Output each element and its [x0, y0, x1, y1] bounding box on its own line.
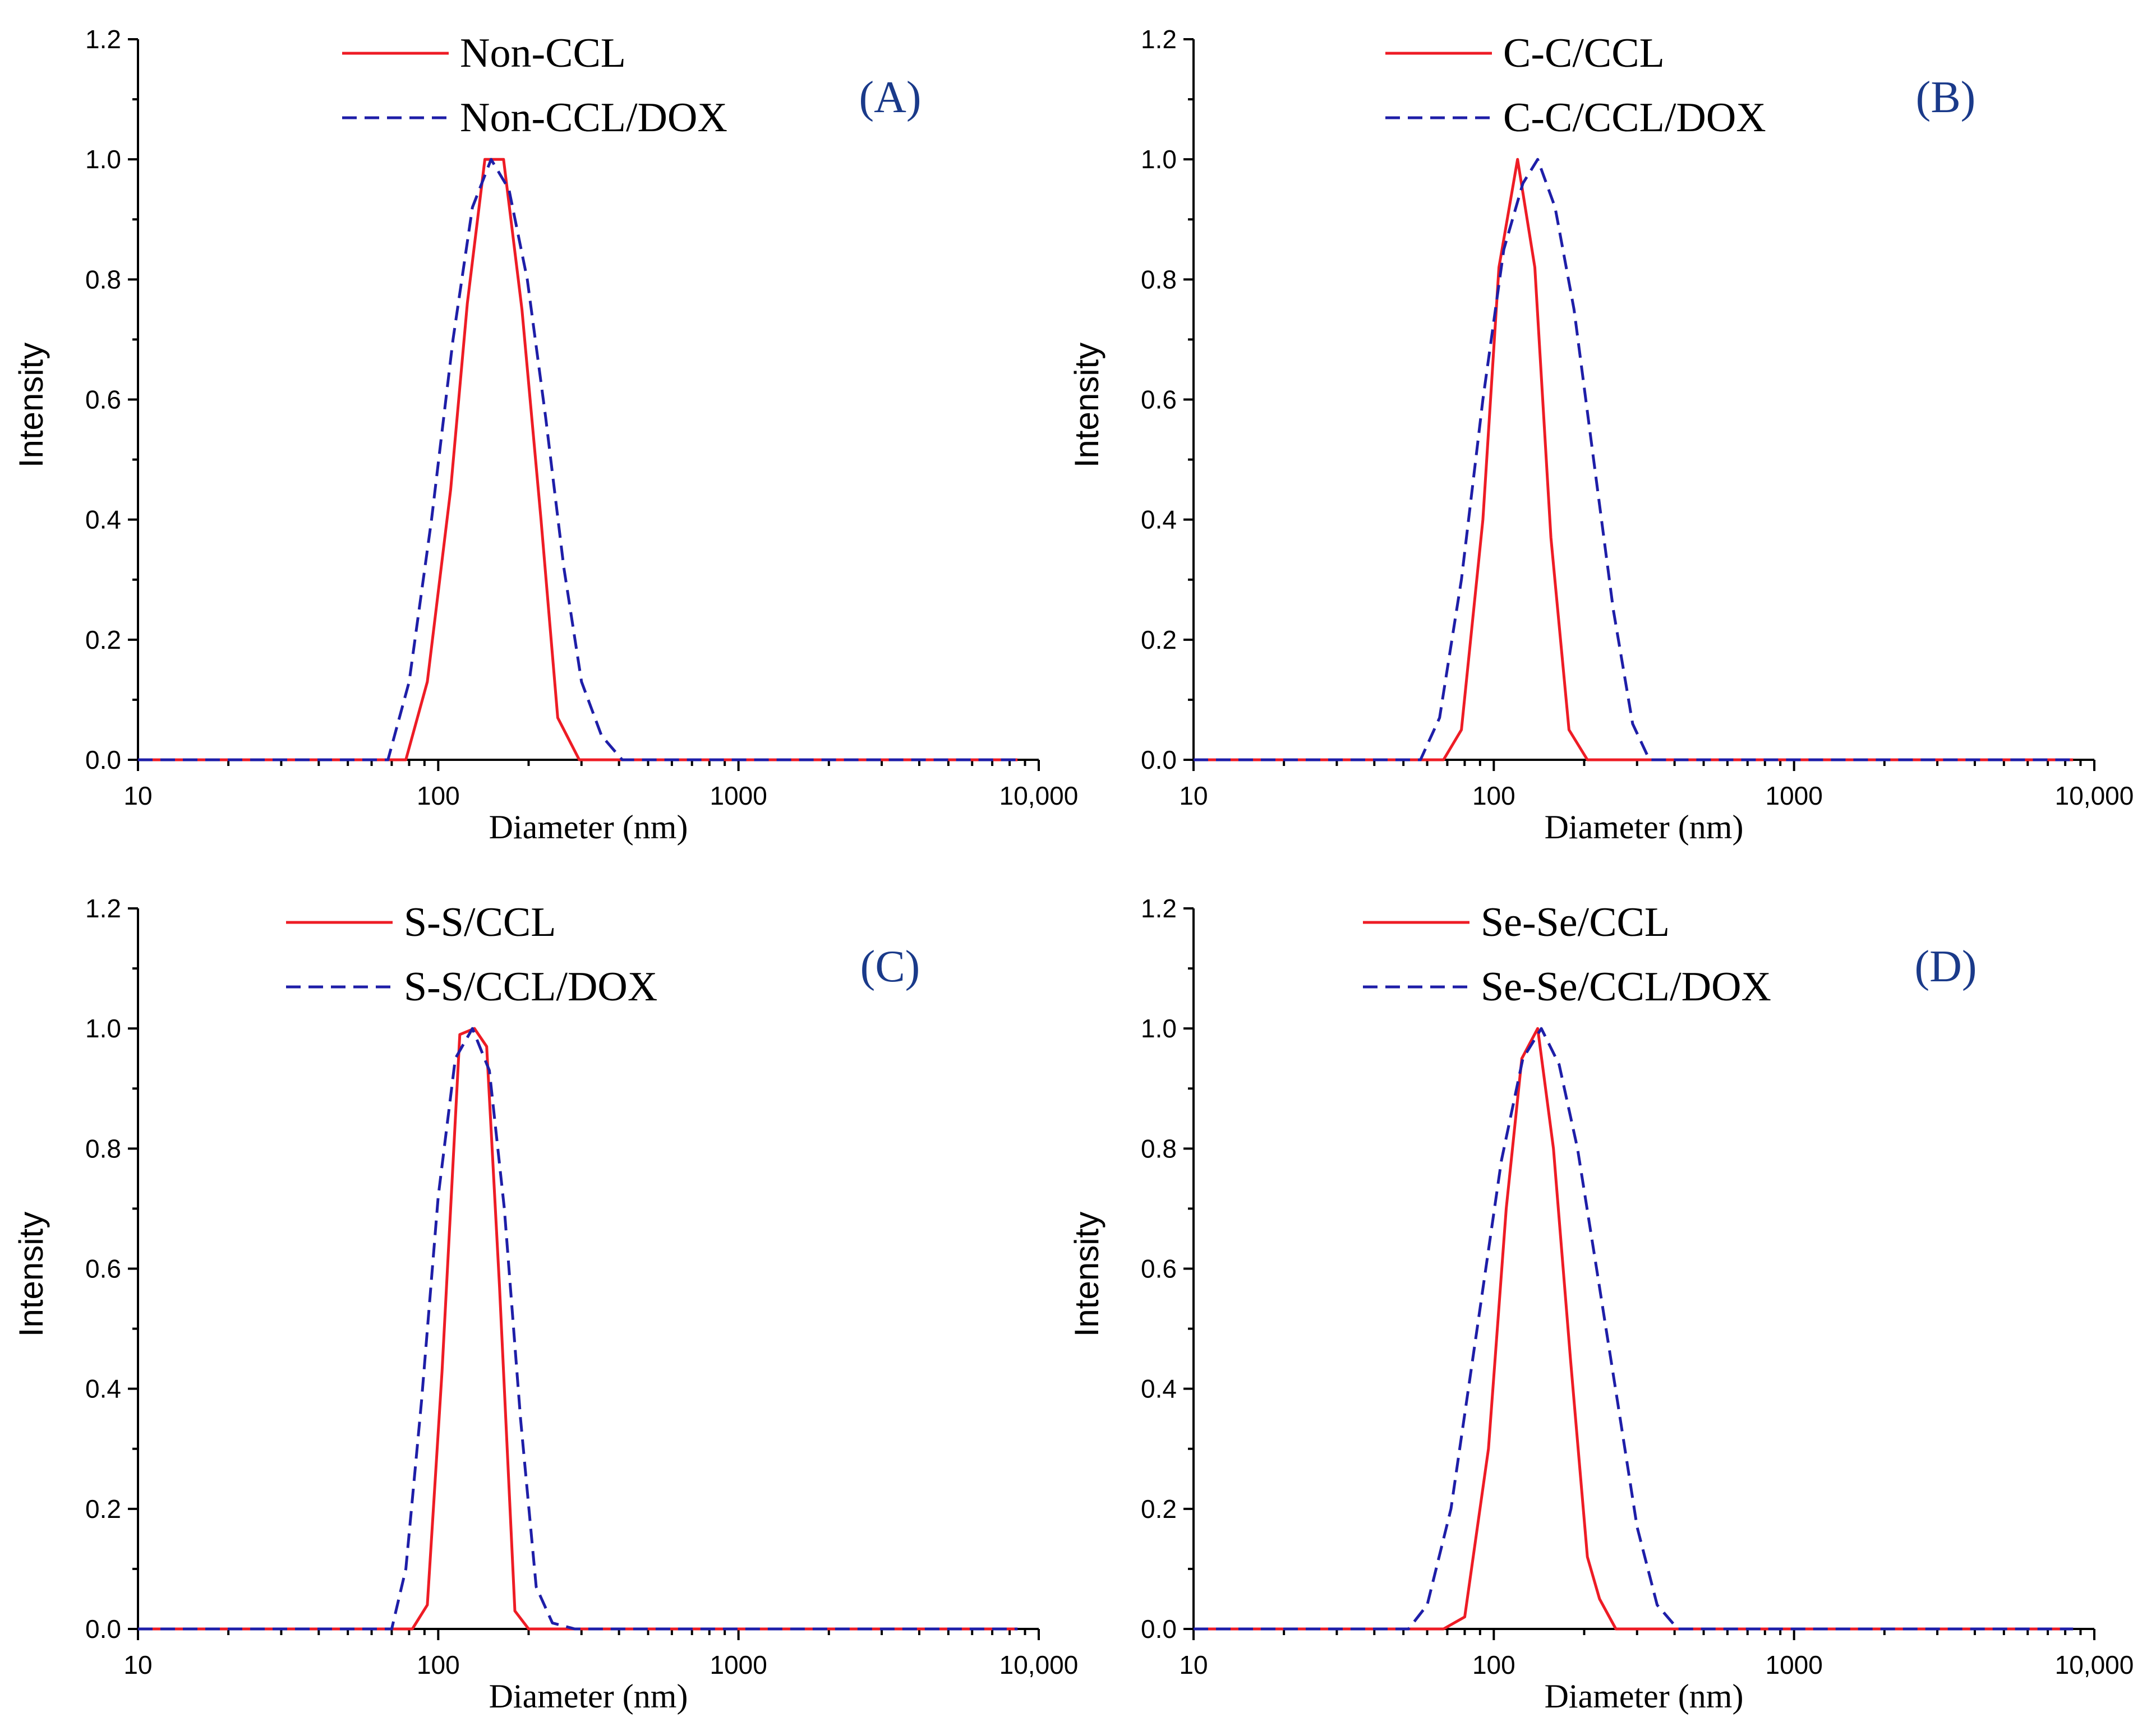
panel-d-y-tick-label: 0.4 — [1141, 1374, 1177, 1404]
panel-c-y-tick-label: 1.0 — [85, 1014, 121, 1043]
panel-a-tag: (A) — [859, 73, 921, 122]
panel-a-y-axis-title: Intensity — [12, 343, 50, 468]
panel-c-x-tick-label: 10 — [123, 1650, 152, 1679]
panel-d-legend-label: Se-Se/CCL — [1481, 899, 1670, 945]
panel-a-y-tick-label: 1.2 — [85, 25, 121, 54]
panel-a-y-tick-label: 1.0 — [85, 145, 121, 174]
panel-a-y-tick-label: 0.0 — [85, 745, 121, 774]
panel-b-x-tick-label: 10 — [1179, 781, 1208, 810]
panel-c-y-tick-label: 1.2 — [85, 894, 121, 923]
panel-b-y-tick-label: 1.2 — [1141, 25, 1177, 54]
panel-a-y-tick-label: 0.2 — [85, 625, 121, 654]
panel-d-y-tick-label: 1.2 — [1141, 894, 1177, 923]
panel-c-y-tick-label: 0.6 — [85, 1254, 121, 1284]
panel-a-x-tick-label: 10,000 — [999, 781, 1079, 810]
panel-c-y-axis-title: Intensity — [12, 1212, 50, 1337]
panel-a-x-tick-label: 100 — [417, 781, 460, 810]
panel-b-y-tick-label: 0.6 — [1141, 385, 1177, 414]
panel-b-tag: (B) — [1916, 73, 1976, 122]
panel-d-legend-label: Se-Se/CCL/DOX — [1481, 964, 1771, 1010]
panel-a: 0.0 0.2 0.4 0.6 0.8 1.0 1.2 10 100 1000 10,000 Diam… — [12, 25, 1078, 846]
panel-c-x-tick-label: 1000 — [710, 1650, 767, 1679]
panel-b-y-axis-title: Intensity — [1068, 343, 1105, 468]
panel-b: 0.0 0.2 0.4 0.6 0.8 1.0 1.2 10 100 1000 10,000 Diam… — [1068, 25, 2134, 846]
panel-b-x-tick-label: 100 — [1472, 781, 1515, 810]
panel-a-series-blank-line — [138, 158, 1018, 761]
panel-b-x-tick-label: 10,000 — [2055, 781, 2134, 810]
panel-b-series-blank-line — [1194, 158, 2074, 761]
panel-c-y-tick-label: 0.4 — [85, 1374, 121, 1404]
panel-c: 0.0 0.2 0.4 0.6 0.8 1.0 1.2 10 100 1000 10,000 Diam… — [12, 894, 1078, 1715]
panel-d-x-tick-label: 1000 — [1765, 1650, 1822, 1679]
panel-d-x-axis-title: Diameter (nm) — [1545, 1678, 1744, 1715]
panel-d-series-dox-line — [1194, 1027, 2074, 1631]
panel-d-y-axis-title: Intensity — [1068, 1212, 1105, 1337]
panel-c-y-tick-label: 0.2 — [85, 1494, 121, 1524]
panel-b-y-tick-label: 0.8 — [1141, 265, 1177, 294]
panel-b-y-tick-label: 0.4 — [1141, 505, 1177, 534]
panel-d-x-tick-label: 10,000 — [2055, 1650, 2134, 1679]
panel-a-y-tick-label: 0.6 — [85, 385, 121, 414]
panel-d-y-tick-label: 0.0 — [1141, 1614, 1177, 1644]
panel-c-legend-label: S-S/CCL — [404, 899, 556, 945]
panel-d-x-tick-label: 100 — [1472, 1650, 1515, 1679]
panel-b-x-axis-title: Diameter (nm) — [1545, 809, 1744, 846]
panel-d-y-tick-label: 0.2 — [1141, 1494, 1177, 1524]
panel-d-y-tick-label: 0.8 — [1141, 1134, 1177, 1163]
panel-c-y-tick-label: 0.0 — [85, 1614, 121, 1644]
panel-b-legend-label: C-C/CCL/DOX — [1503, 95, 1766, 141]
panel-a-x-axis-title: Diameter (nm) — [489, 809, 688, 846]
panel-d: 0.0 0.2 0.4 0.6 0.8 1.0 1.2 10 100 1000 10,000 Diam… — [1068, 894, 2134, 1715]
panel-b-y-tick-label: 0.0 — [1141, 745, 1177, 774]
panel-c-x-tick-label: 100 — [417, 1650, 460, 1679]
panel-c-y-tick-label: 0.8 — [85, 1134, 121, 1163]
panel-a-y-tick-label: 0.4 — [85, 505, 121, 534]
panel-b-series-dox-line — [1194, 158, 2074, 761]
panel-a-legend-label: Non-CCL — [460, 30, 626, 76]
panel-c-series-blank-line — [138, 1027, 1018, 1631]
panel-b-legend-label: C-C/CCL — [1503, 30, 1665, 76]
panel-a-legend-label: Non-CCL/DOX — [460, 95, 727, 141]
panel-c-x-tick-label: 10,000 — [999, 1650, 1079, 1679]
panel-d-y-tick-label: 1.0 — [1141, 1014, 1177, 1043]
panel-b-y-tick-label: 0.2 — [1141, 625, 1177, 654]
panel-d-y-tick-label: 0.6 — [1141, 1254, 1177, 1284]
panel-c-x-axis-title: Diameter (nm) — [489, 1678, 688, 1715]
panel-c-tag: (C) — [860, 942, 920, 991]
panel-a-x-tick-label: 10 — [123, 781, 152, 810]
panel-b-y-tick-label: 1.0 — [1141, 145, 1177, 174]
panel-d-series-blank-line — [1194, 1027, 2074, 1631]
panel-c-legend-label: S-S/CCL/DOX — [404, 964, 657, 1010]
panel-a-series-dox-line — [138, 158, 1018, 761]
panel-d-tag: (D) — [1914, 942, 1977, 991]
panel-d-x-tick-label: 10 — [1179, 1650, 1208, 1679]
panel-c-series-dox-line — [138, 1027, 1018, 1631]
panel-a-x-tick-label: 1000 — [710, 781, 767, 810]
panel-a-y-tick-label: 0.8 — [85, 265, 121, 294]
panel-b-x-tick-label: 1000 — [1765, 781, 1822, 810]
